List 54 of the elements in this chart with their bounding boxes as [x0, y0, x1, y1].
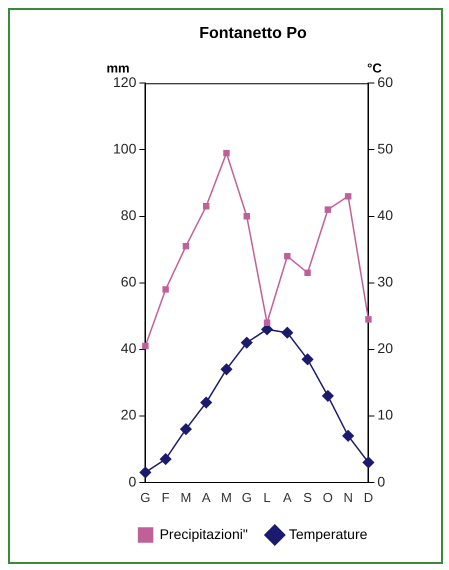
point: [202, 203, 210, 210]
legend-label: Precipitazioni": [160, 526, 248, 542]
point: [241, 336, 253, 348]
x-tick-label: L: [263, 490, 271, 505]
y-tick-label: 100: [113, 140, 137, 157]
y2-tick-label: 0: [377, 473, 386, 490]
legend-label: Temperature: [288, 526, 368, 542]
point: [162, 286, 169, 293]
point: [223, 150, 230, 156]
x-tick-label: G: [140, 490, 150, 505]
point: [220, 364, 232, 376]
x-tick-label: D: [364, 490, 374, 505]
x-tick-label: A: [202, 490, 211, 505]
point: [200, 396, 212, 408]
y2-tick-label: 10: [377, 406, 394, 423]
y2-tick-label: 40: [377, 207, 394, 224]
y2-tick-label: 20: [377, 340, 394, 356]
x-tick-label: S: [303, 490, 312, 505]
y2-tick-label: 30: [377, 274, 394, 290]
point: [304, 270, 311, 276]
x-tick-label: M: [180, 490, 192, 505]
point: [342, 430, 354, 442]
point: [160, 453, 172, 465]
point: [365, 316, 372, 323]
x-tick-label: N: [343, 490, 353, 505]
y-tick-label: 120: [113, 74, 137, 90]
chart-title: Fontanetto Po: [199, 25, 307, 42]
y-tick-label: 80: [120, 207, 137, 224]
y-tick-label: 0: [128, 473, 137, 490]
point: [282, 326, 294, 338]
x-tick-label: G: [242, 490, 252, 505]
x-tick-label: A: [282, 490, 292, 505]
point: [322, 390, 334, 402]
point: [362, 456, 374, 468]
x-tick-label: M: [221, 490, 232, 505]
y-tick-label: 60: [120, 274, 137, 290]
point: [182, 242, 190, 250]
y2-tick-label: 50: [377, 140, 394, 157]
point: [264, 319, 270, 326]
point: [324, 206, 332, 213]
y-tick-label: 40: [120, 340, 137, 356]
point: [142, 342, 149, 350]
y2-axis-title: °C: [367, 60, 382, 76]
point: [180, 423, 192, 435]
y2-tick-label: 60: [377, 74, 394, 90]
y-tick-label: 20: [120, 406, 137, 423]
x-tick-label: F: [162, 490, 170, 505]
point: [140, 466, 152, 478]
y-axis-title: mm: [106, 60, 130, 76]
point: [344, 193, 352, 200]
point: [302, 354, 314, 366]
x-tick-label: O: [322, 490, 333, 505]
point: [284, 252, 291, 260]
point: [244, 213, 250, 220]
